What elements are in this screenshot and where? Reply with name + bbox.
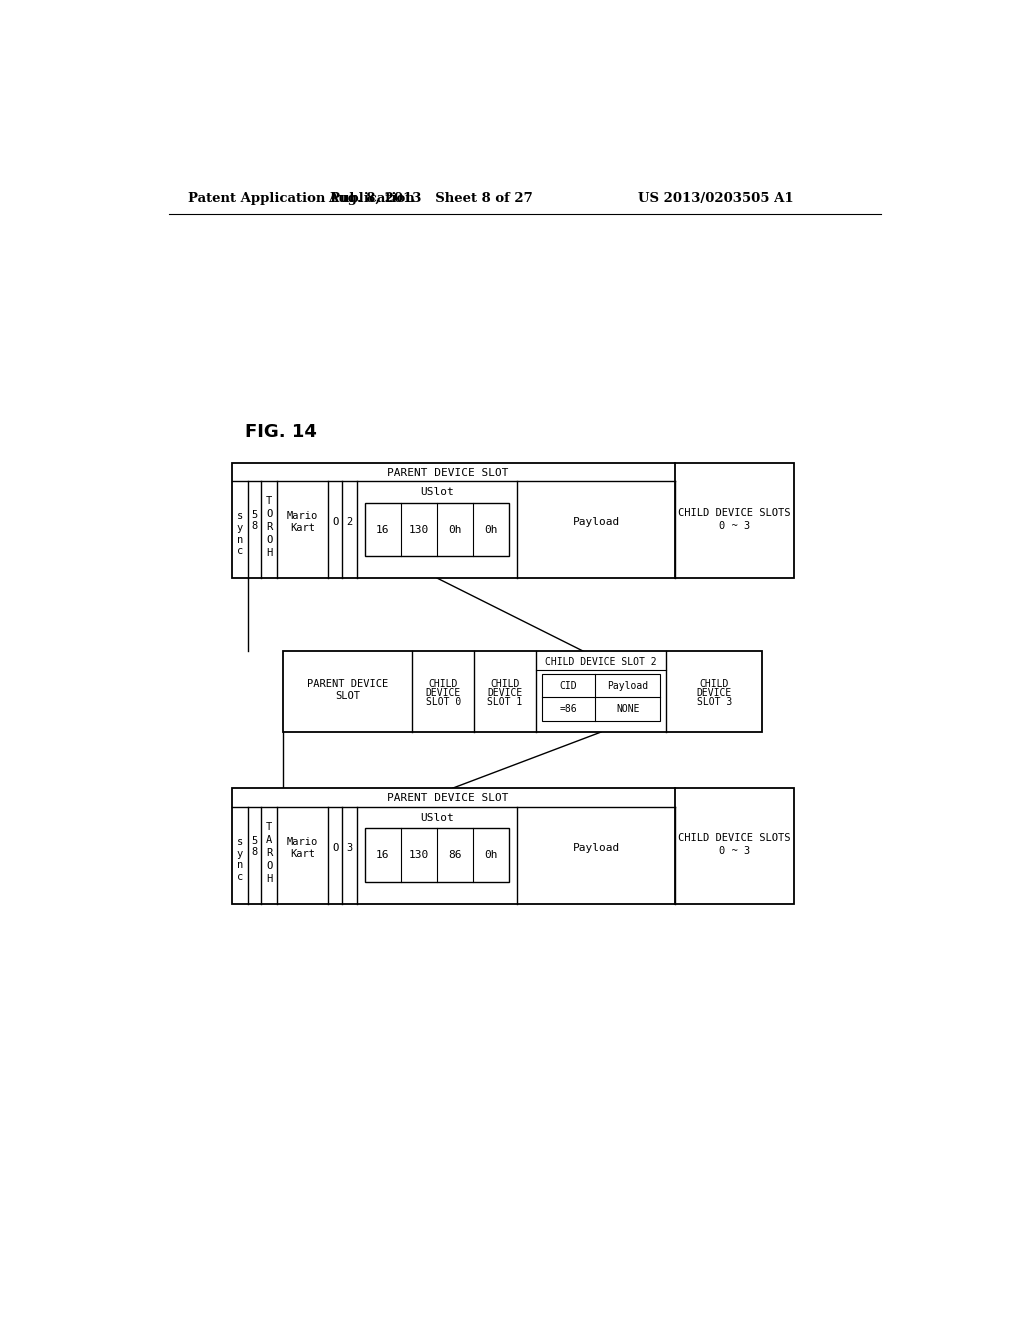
Text: 130: 130: [409, 850, 429, 861]
Text: H: H: [266, 548, 272, 558]
Text: 8: 8: [252, 847, 258, 857]
Text: Mario: Mario: [287, 837, 318, 847]
Text: 16: 16: [376, 524, 389, 535]
Text: PARENT DEVICE SLOT: PARENT DEVICE SLOT: [387, 467, 509, 478]
Text: 0 ~ 3: 0 ~ 3: [719, 520, 750, 531]
Text: c: c: [237, 871, 243, 882]
Bar: [542, 675, 660, 721]
Text: CID: CID: [559, 681, 578, 690]
Bar: [232, 788, 795, 904]
Text: DEVICE: DEVICE: [426, 688, 461, 698]
Text: CHILD: CHILD: [490, 678, 519, 689]
Text: CHILD: CHILD: [699, 678, 729, 689]
Text: PARENT DEVICE: PARENT DEVICE: [307, 678, 388, 689]
Text: Patent Application Publication: Patent Application Publication: [188, 191, 415, 205]
Bar: [365, 829, 509, 882]
Text: y: y: [237, 849, 243, 859]
Text: US 2013/0203505 A1: US 2013/0203505 A1: [638, 191, 794, 205]
Text: O: O: [332, 842, 339, 853]
Text: SLOT 1: SLOT 1: [487, 697, 522, 708]
Text: T: T: [266, 822, 272, 832]
Text: Mario: Mario: [287, 511, 318, 521]
Text: USlot: USlot: [420, 813, 454, 822]
Bar: [365, 503, 509, 557]
Text: 3: 3: [346, 842, 352, 853]
Text: DEVICE: DEVICE: [487, 688, 522, 698]
Text: 0h: 0h: [484, 524, 498, 535]
Text: 0h: 0h: [449, 524, 462, 535]
Text: 5: 5: [252, 836, 258, 846]
Text: Kart: Kart: [290, 849, 315, 859]
Text: Payload: Payload: [607, 681, 648, 690]
Text: 16: 16: [376, 850, 389, 861]
Text: c: c: [237, 546, 243, 556]
Text: O: O: [266, 861, 272, 871]
Text: USlot: USlot: [420, 487, 454, 496]
Text: n: n: [237, 535, 243, 545]
Text: Payload: Payload: [572, 517, 620, 527]
Text: R: R: [266, 847, 272, 858]
Text: PARENT DEVICE SLOT: PARENT DEVICE SLOT: [387, 793, 509, 804]
Text: O: O: [266, 510, 272, 519]
Text: R: R: [266, 523, 272, 532]
Text: O: O: [332, 517, 339, 527]
Text: CHILD DEVICE SLOTS: CHILD DEVICE SLOTS: [678, 833, 791, 843]
Text: 5: 5: [252, 510, 258, 520]
Bar: [283, 651, 762, 733]
Text: FIG. 14: FIG. 14: [245, 422, 316, 441]
Text: CHILD: CHILD: [428, 678, 458, 689]
Text: NONE: NONE: [616, 704, 639, 714]
Text: SLOT 3: SLOT 3: [696, 697, 732, 708]
Text: y: y: [237, 523, 243, 533]
Text: 86: 86: [449, 850, 462, 861]
Text: 0h: 0h: [484, 850, 498, 861]
Bar: [232, 462, 795, 578]
Text: 8: 8: [252, 521, 258, 532]
Text: Aug. 8, 2013   Sheet 8 of 27: Aug. 8, 2013 Sheet 8 of 27: [329, 191, 534, 205]
Text: =86: =86: [559, 704, 578, 714]
Text: 130: 130: [409, 524, 429, 535]
Text: SLOT: SLOT: [335, 690, 360, 701]
Text: n: n: [237, 861, 243, 870]
Text: s: s: [237, 837, 243, 847]
Text: SLOT 0: SLOT 0: [426, 697, 461, 708]
Text: 2: 2: [346, 517, 352, 527]
Text: 0 ~ 3: 0 ~ 3: [719, 846, 750, 857]
Text: s: s: [237, 511, 243, 521]
Text: CHILD DEVICE SLOTS: CHILD DEVICE SLOTS: [678, 508, 791, 517]
Text: Payload: Payload: [572, 842, 620, 853]
Text: A: A: [266, 834, 272, 845]
Text: T: T: [266, 496, 272, 506]
Text: Kart: Kart: [290, 523, 315, 533]
Text: CHILD DEVICE SLOT 2: CHILD DEVICE SLOT 2: [545, 657, 656, 667]
Text: DEVICE: DEVICE: [696, 688, 732, 698]
Text: O: O: [266, 536, 272, 545]
Text: H: H: [266, 874, 272, 884]
